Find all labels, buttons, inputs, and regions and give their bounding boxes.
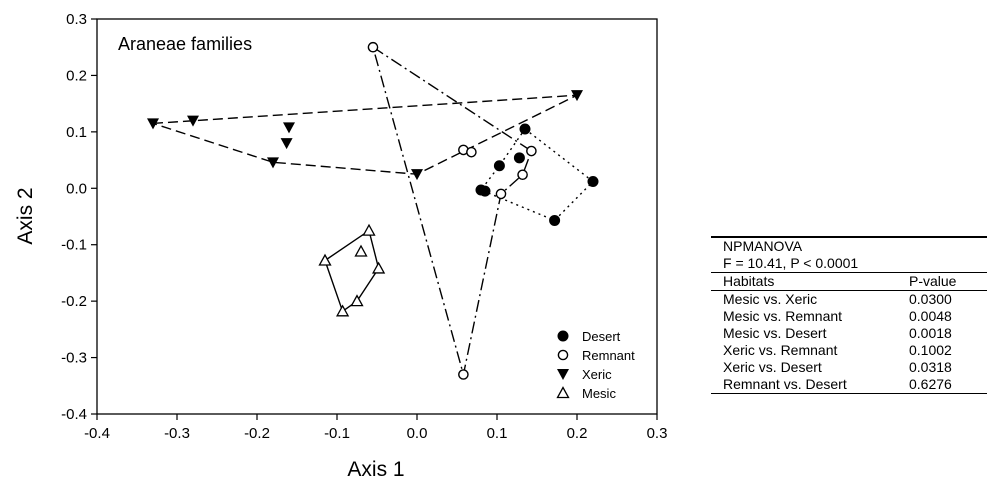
hull-xeric [152,94,578,175]
table-row: Xeric vs. Desert 0.0318 [711,359,987,376]
legend-label-desert: Desert [582,329,621,344]
y-tick-label: -0.4 [61,406,87,423]
data-points [147,41,599,380]
table-rule [711,290,987,291]
point-xeric [187,115,199,127]
point-mesic [336,304,350,317]
table-cell-pvalue: 0.6276 [909,376,952,392]
x-tick-label: 0.0 [407,425,428,442]
legend-marker-mesic [556,386,570,399]
table-header-pvalue: P-value [909,273,957,289]
axes: -0.4 -0.3 -0.2 -0.1 0.0 0.1 0.2 0.3 -0.4 -0.3 -0.2… [61,11,667,442]
y-tick-label: -0.3 [61,350,87,367]
table-row: Mesic vs. Xeric 0.0300 [711,291,987,308]
x-tick-label: -0.2 [244,425,270,442]
y-tick-label: 0.1 [66,124,87,141]
table-statistic: F = 10.41, P < 0.0001 [723,255,859,271]
point-mesic [372,261,386,274]
table-cell-pvalue: 0.1002 [909,342,952,358]
x-axis-title: Axis 1 [347,458,404,481]
table-cell-pvalue: 0.0048 [909,308,952,324]
hull-remnant [372,46,533,375]
point-mesic [354,244,368,257]
point-xeric [411,169,423,181]
legend-marker-xeric [557,369,569,380]
legend: Desert Remnant Xeric Mesic [556,329,635,401]
y-tick-label: 0.2 [66,67,87,84]
table-title: NPMANOVA [723,238,803,254]
point-mesic [318,253,332,266]
point-remnant [367,41,379,53]
point-xeric [571,90,583,102]
point-remnant [458,369,469,380]
y-tick-label: 0.0 [66,180,87,197]
y-tick-label: -0.2 [61,293,87,310]
table-cell-habitats: Mesic vs. Xeric [723,291,818,307]
point-remnant [495,188,507,200]
point-desert [513,152,525,164]
point-xeric [147,118,159,130]
table-top-rule [711,236,987,238]
table-row: Mesic vs. Desert 0.0018 [711,325,987,342]
ordination-plot: -0.4 -0.3 -0.2 -0.1 0.0 0.1 0.2 0.3 -0.4 -0.3 -0.2… [14,11,667,481]
point-remnant [466,146,477,158]
legend-label-mesic: Mesic [582,386,616,401]
x-tick-label: 0.1 [487,425,508,442]
y-tick-label: 0.3 [66,11,87,28]
npmanova-table: NPMANOVA F = 10.41, P < 0.0001 Habitats … [711,236,987,394]
point-mesic [362,223,376,236]
hull-lines [152,46,595,375]
x-tick-label: -0.4 [84,425,110,442]
table-rule [711,272,987,273]
chart-title: Araneae families [118,34,252,54]
point-remnant [526,145,537,157]
x-tick-label: 0.3 [647,425,668,442]
plot-frame [96,18,658,415]
table-cell-habitats: Mesic vs. Desert [723,325,827,341]
legend-label-xeric: Xeric [582,367,612,382]
table-row: Mesic vs. Remnant 0.0048 [711,308,987,325]
table-cell-habitats: Mesic vs. Remnant [723,308,843,324]
point-mesic [350,294,364,307]
point-desert [493,160,505,172]
table-row: Xeric vs. Remnant 0.1002 [711,342,987,359]
x-tick-label: -0.3 [164,425,190,442]
y-tick-label: -0.1 [61,237,87,254]
table-cell-habitats: Xeric vs. Desert [723,359,822,375]
point-xeric [267,157,279,169]
table-cell-pvalue: 0.0018 [909,325,952,341]
table-cell-habitats: Xeric vs. Remnant [723,342,838,358]
hull-desert [479,128,595,222]
legend-label-remnant: Remnant [582,348,635,363]
table-row: Remnant vs. Desert 0.6276 [711,376,987,393]
table-bottom-rule [711,393,987,394]
table-header-row: Habitats P-value [711,273,987,290]
legend-marker-desert [557,330,569,342]
table-cell-pvalue: 0.0318 [909,359,952,375]
x-tick-label: 0.2 [567,425,588,442]
point-desert [587,176,599,188]
point-desert [549,214,561,226]
x-tick-label: -0.1 [324,425,350,442]
hull-mesic [324,229,380,313]
point-xeric [283,122,295,134]
point-desert [519,123,531,135]
point-remnant [517,169,528,181]
table-cell-pvalue: 0.0300 [909,291,952,307]
legend-marker-remnant [557,349,569,361]
table-cell-habitats: Remnant vs. Desert [723,376,847,392]
point-desert [479,185,491,197]
y-axis-title: Axis 2 [14,187,37,244]
table-header-habitats: Habitats [723,273,775,289]
point-xeric [280,138,293,150]
